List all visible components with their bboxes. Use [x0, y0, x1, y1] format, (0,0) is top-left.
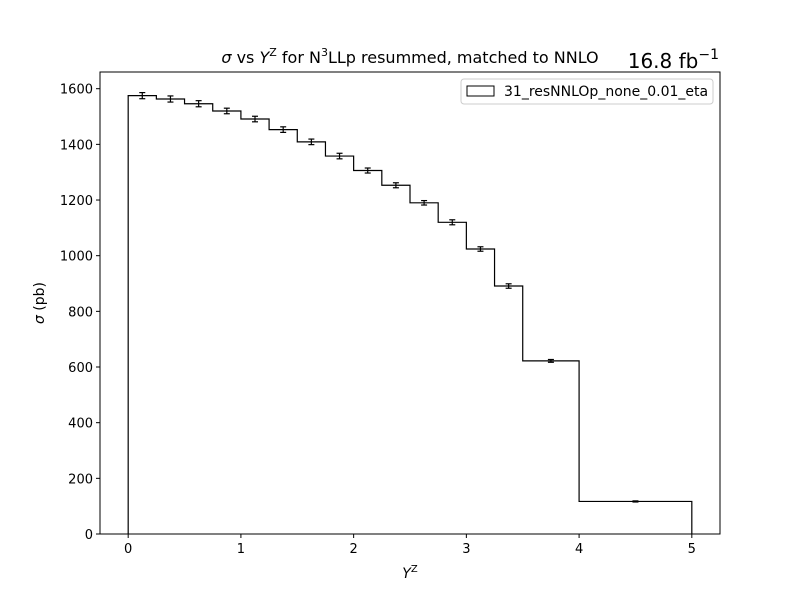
error-bar — [632, 500, 639, 503]
y-tick-label: 0 — [85, 528, 93, 543]
axes-frame — [99, 71, 721, 535]
y-tick-label: 400 — [68, 417, 93, 432]
x-tick-label: 2 — [349, 542, 357, 557]
y-tick-label: 1200 — [60, 194, 93, 209]
legend-swatch — [466, 85, 495, 97]
y-tick-label: 600 — [68, 361, 93, 376]
error-bar — [421, 199, 428, 206]
error-bar — [336, 152, 343, 160]
y-tick-label: 200 — [68, 472, 93, 487]
legend-box — [460, 78, 714, 105]
error-bar — [223, 107, 230, 115]
legend-label: 31_resNNLOp_none_0.01_eta — [504, 84, 708, 100]
error-bar — [449, 219, 456, 226]
error-bar — [547, 358, 554, 363]
chart-title: σ vs YZ for N3LLp resummed, matched to N… — [221, 46, 598, 67]
y-tick-label: 1600 — [60, 83, 93, 98]
error-bar — [308, 138, 315, 146]
y-tick-label: 1400 — [60, 138, 93, 153]
x-tick-label: 1 — [237, 542, 245, 557]
error-bars — [139, 91, 639, 503]
error-bar — [195, 100, 202, 108]
legend: 31_resNNLOp_none_0.01_eta — [460, 78, 714, 105]
error-bar — [392, 182, 399, 189]
x-tick-label: 5 — [688, 542, 696, 557]
error-bar — [139, 91, 146, 100]
error-bar — [252, 115, 258, 123]
x-tick-label: 4 — [575, 542, 583, 557]
axis-ticks: 0 1 2 3 4 5 0 200 400 600 800 1000 1200 1400 1600 — [60, 83, 696, 557]
error-bar — [280, 126, 287, 133]
luminosity-label: 16.8 fb−1 — [628, 47, 719, 73]
error-bar — [167, 95, 174, 103]
y-axis-label: σ (pb) — [32, 282, 48, 324]
x-axis-label: YZ — [402, 564, 418, 582]
y-tick-label: 800 — [68, 305, 93, 320]
x-tick-label: 3 — [462, 542, 470, 557]
y-tick-label: 1000 — [60, 250, 93, 265]
error-bar — [505, 283, 512, 289]
error-bar — [364, 167, 371, 174]
plot-area: 0 1 2 3 4 5 0 200 400 600 800 1000 1200 1400 1600 — [60, 71, 721, 557]
x-tick-label: 0 — [124, 542, 132, 557]
error-bar — [477, 246, 484, 252]
